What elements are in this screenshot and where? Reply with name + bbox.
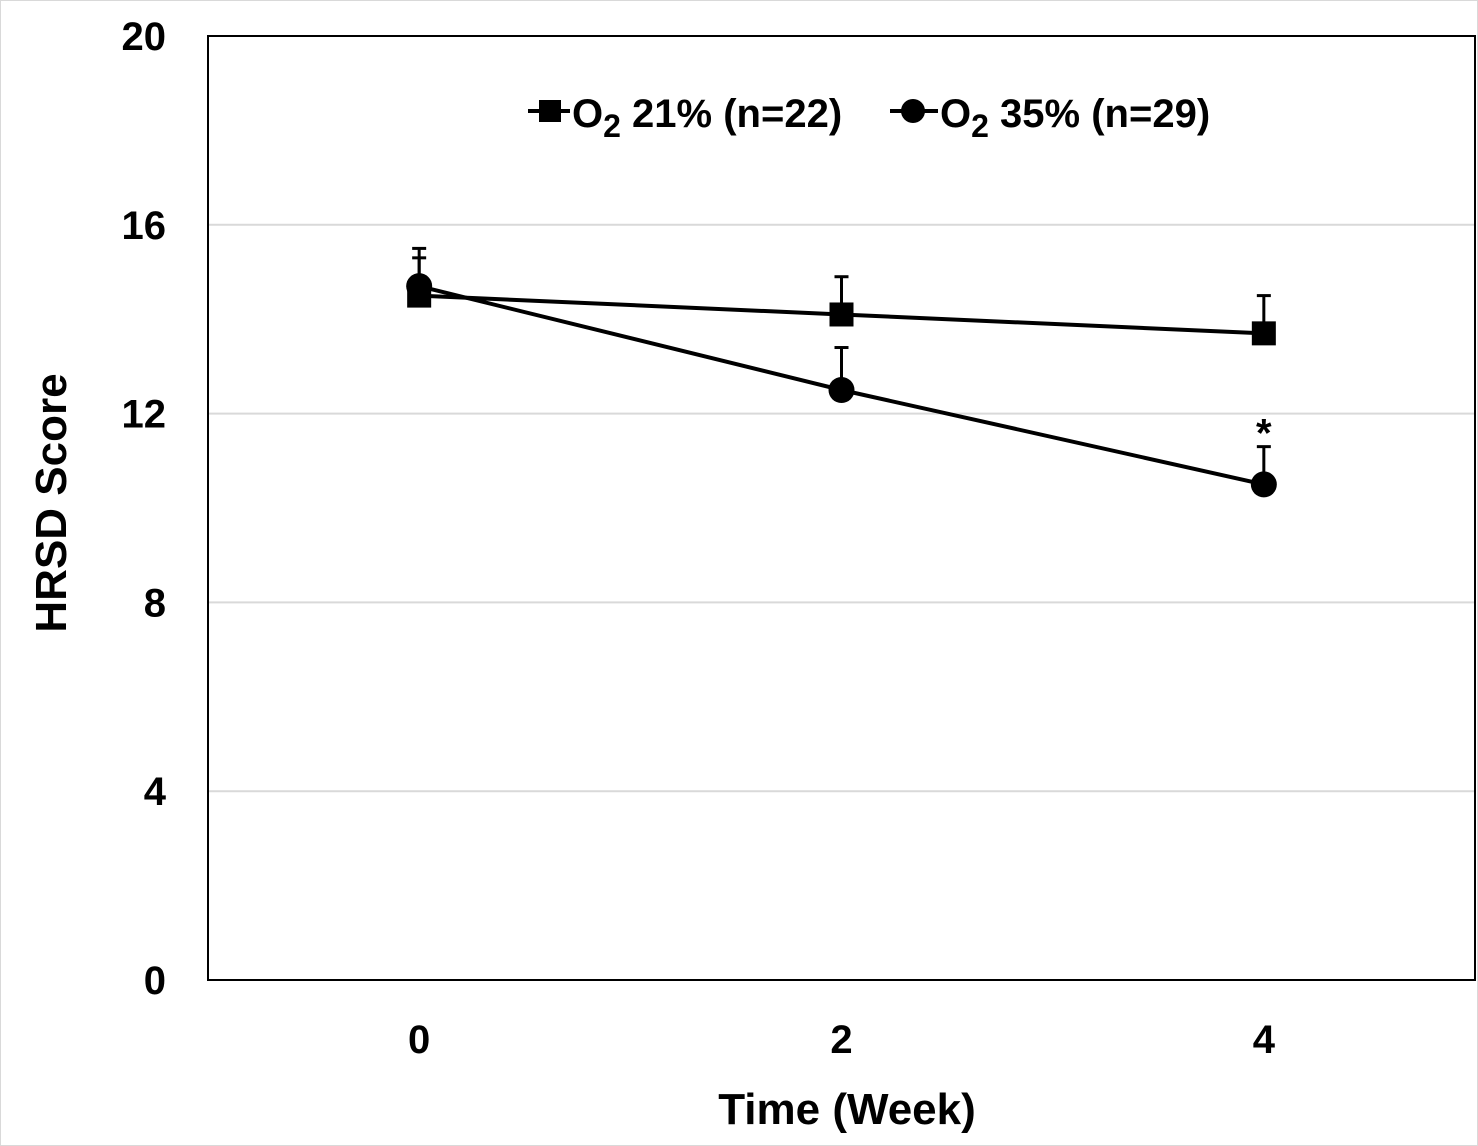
x-tick-label: 0 xyxy=(408,1018,430,1062)
legend-label-series-1-rest: 21% (n=22) xyxy=(621,92,842,136)
legend-item-series-1: O2 21% (n=22) xyxy=(528,92,842,144)
legend-square-marker-icon xyxy=(539,100,561,122)
series-layer xyxy=(406,246,1277,498)
y-axis-tick-labels: 0 4 8 12 16 20 xyxy=(122,15,167,1003)
data-point-circle xyxy=(1250,471,1277,498)
legend-label-series-2: O2 35% (n=29) xyxy=(940,92,1210,144)
y-tick-label: 20 xyxy=(122,15,167,59)
data-point-square xyxy=(829,302,854,327)
legend-label-series-1: O2 21% (n=22) xyxy=(572,92,842,144)
annotations: * xyxy=(1256,411,1272,455)
x-tick-label: 2 xyxy=(830,1018,852,1062)
y-tick-label: 16 xyxy=(122,204,167,248)
x-axis-title: Time (Week) xyxy=(718,1085,976,1134)
gridlines xyxy=(208,223,1475,793)
x-axis-tick-labels: 0 2 4 xyxy=(408,1018,1276,1062)
y-tick-label: 4 xyxy=(144,770,167,814)
legend-label-series-2-main: O xyxy=(940,92,971,136)
legend-circle-marker-icon xyxy=(901,99,925,123)
significance-asterisk: * xyxy=(1256,411,1272,455)
plot-area xyxy=(207,35,1476,981)
series-1 xyxy=(407,256,1276,346)
legend-item-series-2: O2 35% (n=29) xyxy=(890,92,1210,144)
data-point-circle xyxy=(828,377,855,403)
y-tick-label: 0 xyxy=(144,959,166,1003)
legend-label-series-2-rest: 35% (n=29) xyxy=(989,92,1210,136)
y-axis-title: HRSD Score xyxy=(27,373,76,632)
legend: O2 21% (n=22) O2 35% (n=29) xyxy=(528,92,1210,144)
legend-label-series-1-main: O xyxy=(572,92,603,136)
data-point-circle xyxy=(406,273,433,300)
legend-label-series-1-subscript: 2 xyxy=(603,108,621,144)
x-tick-label: 4 xyxy=(1253,1018,1276,1062)
y-tick-label: 8 xyxy=(144,581,166,625)
y-tick-label: 12 xyxy=(122,393,167,437)
data-point-square xyxy=(1251,321,1276,346)
legend-label-series-2-subscript: 2 xyxy=(971,108,989,144)
series-2 xyxy=(406,246,1277,498)
